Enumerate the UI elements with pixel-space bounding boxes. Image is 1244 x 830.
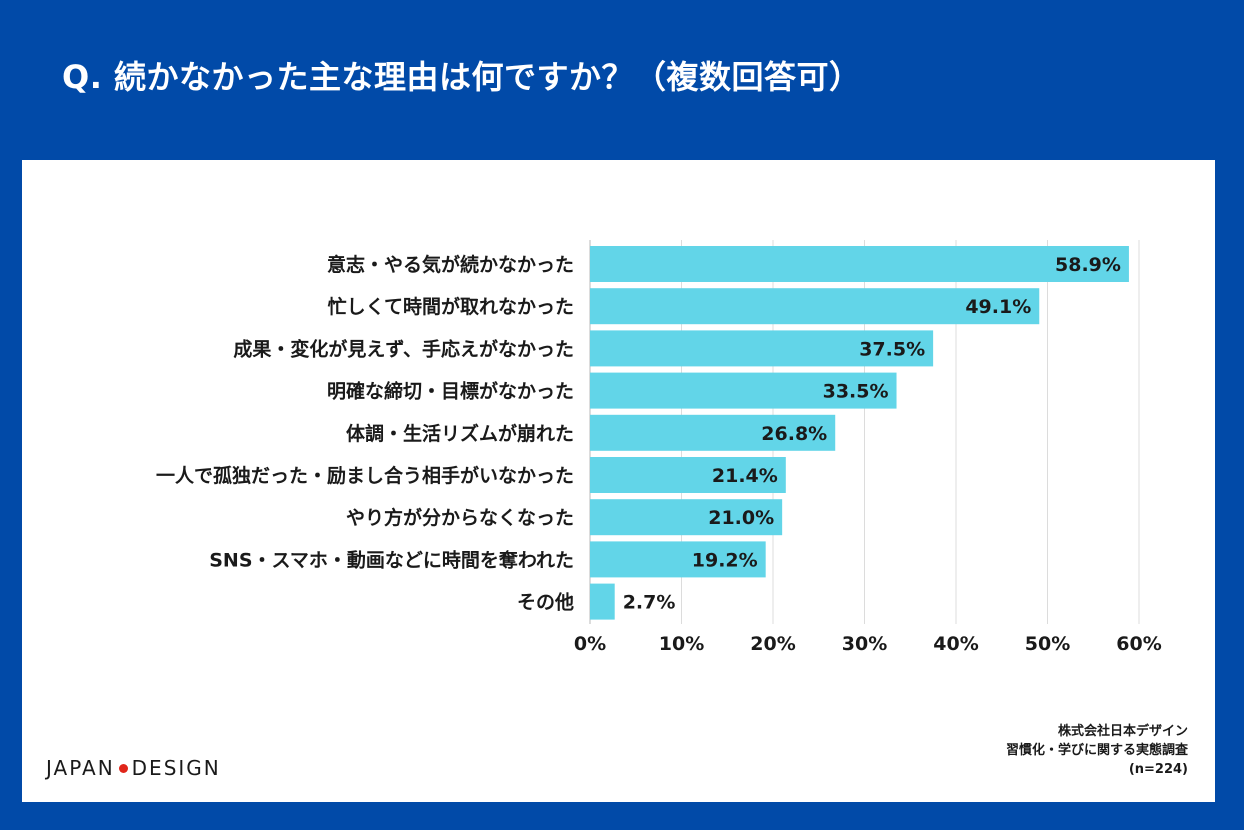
bar [590,330,934,367]
x-tick-label: 60% [1116,633,1161,655]
source-company: 株式会社日本デザイン [1057,724,1188,739]
bar [590,499,783,536]
category-label: 意志・やる気が続かなかった [327,253,574,276]
x-tick-label: 0% [574,633,606,655]
logo-text-right: DESIGN [131,756,221,780]
logo-text-left: JAPAN [46,756,115,780]
category-label: 成果・変化が見えず、手応えがなかった [233,337,574,360]
bar [590,457,786,493]
source-sample: (n=224) [1128,762,1188,777]
data-label: 33.5% [823,381,889,403]
x-tick-label: 20% [750,633,795,655]
category-label: やり方が分からなくなった [346,506,574,529]
bar [590,414,836,451]
data-label: 49.1% [965,296,1031,318]
category-label: その他 [517,591,574,614]
x-tick-label: 40% [933,633,978,655]
bar [590,246,1129,282]
category-label: 体調・生活リズムが崩れた [346,422,574,445]
data-label: 26.8% [761,423,827,445]
chart-title: Q. 続かなかった主な理由は何ですか？（複数回答可） [62,58,862,96]
x-tick-label: 50% [1025,633,1070,655]
japan-design-logo: JAPAN DESIGN [46,756,221,780]
x-tick-label: 30% [842,633,887,655]
data-label: 19.2% [692,549,758,571]
category-label: SNS・スマホ・動画などに時間を奪われた [209,548,574,571]
data-label: 2.7% [623,592,676,614]
data-label: 21.4% [712,465,778,487]
logo-dot-icon [118,763,128,773]
bar [590,288,1040,325]
category-label: 忙しくて時間が取れなかった [328,295,574,318]
data-label: 58.9% [1055,254,1121,276]
data-label: 21.0% [708,507,774,529]
bar [590,372,897,409]
x-tick-label: 10% [659,633,704,655]
category-label: 一人で孤独だった・励まし合う相手がいなかった [156,464,574,487]
bar [590,541,766,578]
source-note: 株式会社日本デザイン 習慣化・学びに関する実態調査 (n=224) [1006,722,1188,779]
data-label: 37.5% [859,338,925,360]
category-label: 明確な締切・目標がなかった [327,380,574,403]
bar [590,583,615,620]
source-survey: 習慣化・学びに関する実態調査 [1005,743,1188,758]
